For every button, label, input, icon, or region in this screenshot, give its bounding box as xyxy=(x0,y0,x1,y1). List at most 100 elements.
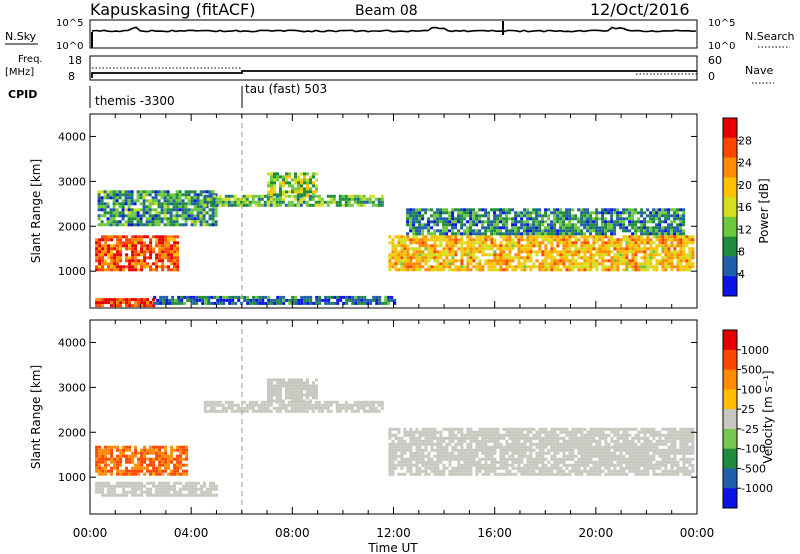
echo-cell xyxy=(113,490,117,494)
echo-cell xyxy=(266,200,270,204)
echo-cell xyxy=(128,262,132,266)
echo-cell xyxy=(610,214,614,218)
echo-cell xyxy=(204,298,208,302)
echo-cell xyxy=(547,256,551,260)
echo-cell xyxy=(658,433,662,437)
echo-cell xyxy=(628,433,632,437)
echo-cell xyxy=(290,406,294,410)
echo-cell xyxy=(406,211,410,215)
echo-cell xyxy=(628,427,632,431)
echo-cell xyxy=(239,406,243,410)
echo-cell xyxy=(508,265,512,269)
echo-cell xyxy=(601,247,605,251)
echo-cell xyxy=(101,451,105,455)
echo-cell xyxy=(541,262,545,266)
echo-cell xyxy=(320,406,324,410)
echo-cell xyxy=(607,238,611,242)
echo-cell xyxy=(140,262,144,266)
echo-cell xyxy=(430,265,434,269)
echo-cell xyxy=(682,268,686,272)
echo-cell xyxy=(140,250,144,254)
echo-cell xyxy=(448,457,452,461)
echo-cell xyxy=(122,235,126,239)
freq-label: Freq. xyxy=(18,54,43,65)
echo-cell xyxy=(460,439,464,443)
colorbar-tick-label: 12 xyxy=(738,223,752,236)
echo-cell xyxy=(294,298,298,302)
echo-cell xyxy=(412,247,416,251)
echo-cell xyxy=(287,203,291,207)
echo-cell xyxy=(107,481,111,485)
echo-cell xyxy=(119,268,123,272)
echo-cell xyxy=(565,244,569,248)
echo-cell xyxy=(306,187,309,191)
echo-cell xyxy=(130,190,134,194)
echo-cell xyxy=(514,223,518,227)
echo-cell xyxy=(388,433,392,437)
echo-cell xyxy=(350,406,354,410)
echo-cell xyxy=(248,194,252,198)
echo-cell xyxy=(451,208,455,212)
echo-cell xyxy=(130,223,134,227)
echo-cell xyxy=(547,229,551,233)
echo-cell xyxy=(140,268,144,272)
echo-cell xyxy=(487,217,491,221)
echo-cell xyxy=(526,469,530,473)
echo-cell xyxy=(643,439,647,443)
echo-cell xyxy=(538,457,542,461)
echo-cell xyxy=(445,427,449,431)
echo-cell xyxy=(380,197,384,201)
echo-cell xyxy=(670,262,674,266)
echo-cell xyxy=(460,253,464,257)
echo-cell xyxy=(159,301,163,305)
echo-cell xyxy=(297,387,300,391)
echo-cell xyxy=(643,427,647,431)
echo-cell xyxy=(137,304,141,308)
echo-cell xyxy=(607,244,611,248)
echo-cell xyxy=(664,217,668,221)
echo-cell xyxy=(254,409,258,413)
echo-cell xyxy=(661,463,665,467)
echo-cell xyxy=(170,454,174,458)
echo-cell xyxy=(209,197,213,201)
echo-cell xyxy=(517,238,521,242)
echo-cell xyxy=(577,436,581,440)
echo-cell xyxy=(203,403,207,407)
echo-cell xyxy=(580,244,584,248)
colorbar-tick-label: 16 xyxy=(738,201,752,214)
echo-cell xyxy=(294,384,297,388)
echo-cell xyxy=(589,469,593,473)
echo-cell xyxy=(406,220,410,224)
echo-cell xyxy=(688,433,692,437)
echo-cell xyxy=(526,460,530,464)
echo-cell xyxy=(541,445,545,449)
echo-cell xyxy=(180,301,184,305)
echo-cell xyxy=(285,172,288,176)
echo-cell xyxy=(143,247,147,251)
echo-cell xyxy=(302,409,306,413)
echo-cell xyxy=(151,208,155,212)
echo-cell xyxy=(556,217,560,221)
echo-cell xyxy=(583,232,587,236)
echo-cell xyxy=(394,259,398,263)
echo-cell xyxy=(574,439,578,443)
echo-cell xyxy=(297,393,300,397)
echo-cell xyxy=(505,463,509,467)
echo-cell xyxy=(517,256,521,260)
echo-cell xyxy=(682,448,686,452)
echo-cell xyxy=(454,223,458,227)
echo-cell xyxy=(169,199,173,203)
echo-cell xyxy=(182,445,186,449)
echo-cell xyxy=(664,256,668,260)
echo-cell xyxy=(430,439,434,443)
echo-cell xyxy=(625,268,629,272)
echo-cell xyxy=(107,235,111,239)
echo-cell xyxy=(493,430,497,434)
echo-cell xyxy=(433,427,437,431)
echo-cell xyxy=(676,451,680,455)
echo-cell xyxy=(688,463,692,467)
echo-cell xyxy=(149,256,153,260)
echo-cell xyxy=(409,445,413,449)
echo-cell xyxy=(460,226,464,230)
echo-cell xyxy=(523,268,527,272)
